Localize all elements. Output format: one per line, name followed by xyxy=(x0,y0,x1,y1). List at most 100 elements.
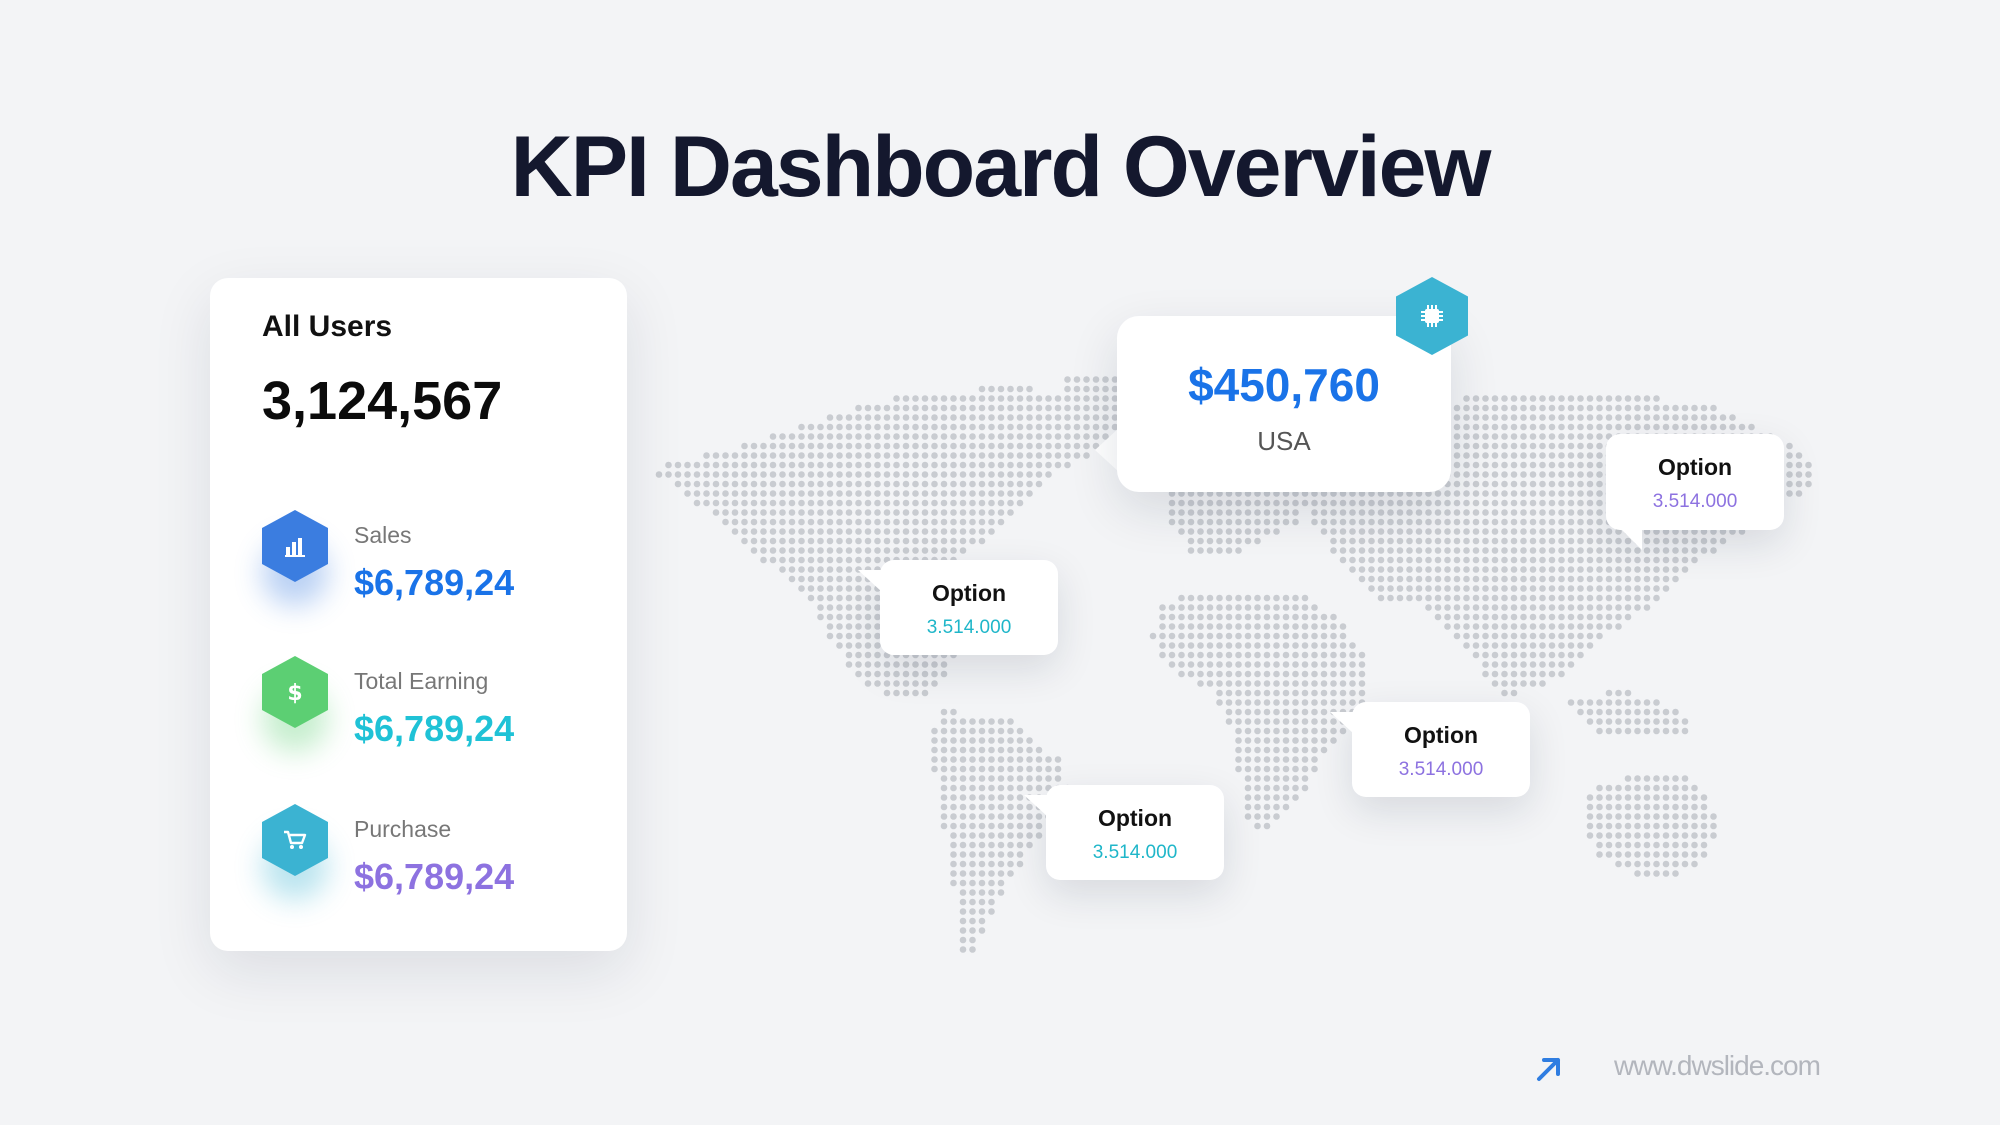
map-dot xyxy=(1244,708,1252,716)
map-dot xyxy=(1206,613,1214,621)
map-dot xyxy=(798,566,805,573)
map-dot xyxy=(817,423,824,431)
map-dot xyxy=(902,423,910,431)
map-dot xyxy=(1529,566,1537,573)
map-dot xyxy=(1045,756,1052,763)
map-dot xyxy=(921,537,929,545)
map-dot xyxy=(969,860,976,868)
map-dot xyxy=(1643,708,1651,716)
map-dot xyxy=(1596,708,1603,716)
map-dot xyxy=(845,594,853,602)
map-dot xyxy=(1292,756,1299,763)
map-dot xyxy=(769,509,777,516)
map-dot xyxy=(1083,376,1090,383)
map-dot xyxy=(1653,813,1660,820)
map-dot xyxy=(1225,623,1233,630)
map-dot xyxy=(1539,433,1546,440)
map-dot xyxy=(1225,718,1233,725)
map-dot xyxy=(769,518,777,526)
map-dot xyxy=(1358,680,1366,687)
map-dot xyxy=(1586,452,1594,459)
map-dot xyxy=(1700,537,1708,545)
map-dot xyxy=(1596,604,1603,611)
map-dot xyxy=(1415,537,1423,545)
map-dot xyxy=(1406,547,1413,554)
map-dot xyxy=(1491,480,1499,488)
map-dot xyxy=(1691,851,1698,858)
map-dot xyxy=(912,680,919,687)
map-dot xyxy=(1653,708,1660,716)
map-dot xyxy=(1282,642,1290,649)
map-dot xyxy=(826,414,834,421)
map-dot xyxy=(1539,490,1546,497)
map-dot xyxy=(1016,423,1024,431)
map-dot xyxy=(1007,737,1014,744)
map-dot xyxy=(874,442,881,450)
map-dot xyxy=(883,509,891,516)
map-dot xyxy=(1634,414,1641,421)
map-dot xyxy=(1339,689,1347,697)
map-dot xyxy=(1007,499,1014,507)
map-dot xyxy=(1007,433,1014,440)
map-dot xyxy=(959,803,967,811)
map-dot xyxy=(1643,547,1651,554)
map-dot xyxy=(1491,499,1499,507)
map-dot xyxy=(1434,613,1442,621)
map-dot xyxy=(1548,423,1556,431)
map-dot xyxy=(1434,547,1442,554)
map-dot xyxy=(1425,604,1432,611)
map-dot xyxy=(1586,813,1594,820)
map-dot xyxy=(1330,651,1337,659)
map-dot xyxy=(684,471,691,478)
map-dot xyxy=(1254,642,1261,649)
map-dot xyxy=(1225,499,1233,507)
map-dot xyxy=(978,746,986,754)
map-dot xyxy=(1615,718,1622,725)
map-dot xyxy=(931,509,938,516)
map-dot xyxy=(969,395,976,402)
map-dot xyxy=(1634,404,1641,412)
map-dot xyxy=(1558,461,1565,469)
map-dot xyxy=(1510,623,1518,630)
map-dot xyxy=(1311,737,1318,744)
map-dot xyxy=(1643,727,1651,735)
map-dot xyxy=(921,423,929,431)
map-dot xyxy=(874,452,881,459)
map-dot xyxy=(1187,670,1195,678)
map-dot xyxy=(1225,509,1233,516)
map-dot xyxy=(1282,689,1290,697)
map-dot xyxy=(997,879,1005,887)
map-dot xyxy=(1026,765,1033,773)
map-dot xyxy=(836,509,843,516)
map-dot xyxy=(978,832,986,839)
map-dot xyxy=(1472,566,1480,573)
map-dot xyxy=(1472,556,1480,564)
map-dot xyxy=(1197,499,1204,507)
map-dot xyxy=(1634,851,1641,858)
map-dot xyxy=(741,442,748,450)
map-dot xyxy=(959,509,967,516)
map-dot xyxy=(1387,528,1394,535)
map-dot xyxy=(1586,832,1594,839)
map-dot xyxy=(1567,575,1575,583)
map-dot xyxy=(1672,547,1679,554)
map-dot xyxy=(1206,594,1214,602)
map-dot xyxy=(1529,604,1537,611)
map-dot xyxy=(883,528,891,535)
map-dot xyxy=(1643,775,1651,782)
map-dot xyxy=(969,889,976,896)
map-dot xyxy=(1672,775,1679,782)
map-dot xyxy=(703,461,710,469)
map-dot xyxy=(1206,528,1214,535)
map-dot xyxy=(1577,594,1584,602)
map-dot xyxy=(1558,452,1565,459)
map-dot xyxy=(1415,518,1423,526)
map-dot xyxy=(1681,537,1689,545)
map-dot xyxy=(1596,433,1603,440)
map-dot xyxy=(1482,651,1489,659)
map-dot xyxy=(1463,509,1470,516)
map-dot xyxy=(1681,414,1689,421)
map-dot xyxy=(845,661,853,668)
map-dot xyxy=(1225,528,1233,535)
map-dot xyxy=(1548,442,1556,450)
